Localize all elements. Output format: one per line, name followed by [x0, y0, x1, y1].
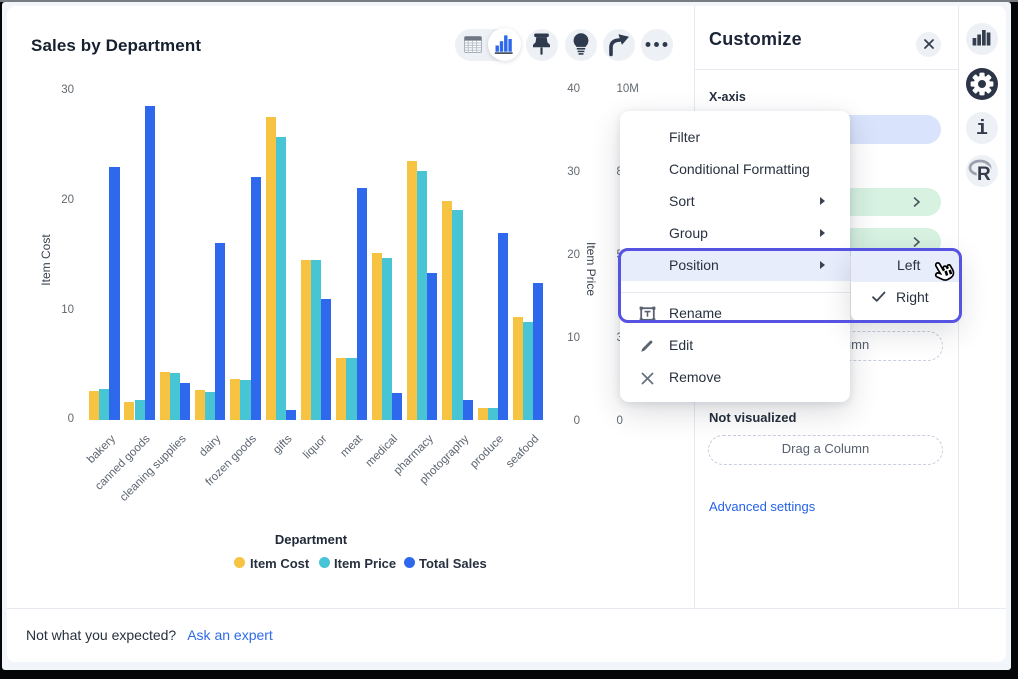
svg-text:R: R	[977, 164, 991, 185]
svg-text:R: R	[977, 164, 991, 185]
